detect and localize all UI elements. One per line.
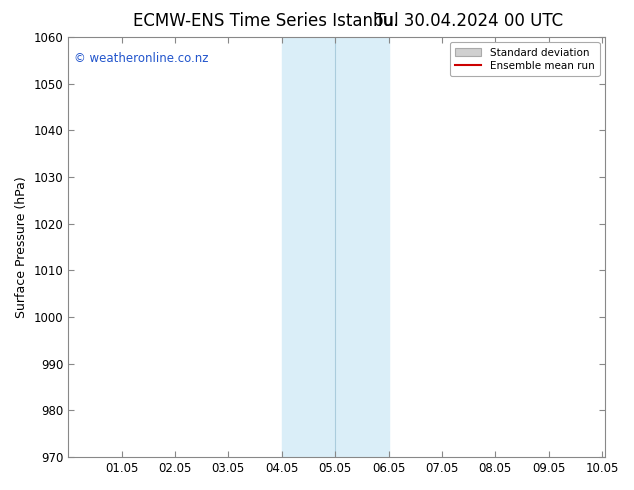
Text: © weatheronline.co.nz: © weatheronline.co.nz [74,52,208,65]
Legend: Standard deviation, Ensemble mean run: Standard deviation, Ensemble mean run [450,42,600,76]
Text: ECMW-ENS Time Series Istanbul: ECMW-ENS Time Series Istanbul [134,12,399,30]
Y-axis label: Surface Pressure (hPa): Surface Pressure (hPa) [15,176,28,318]
Text: Tu. 30.04.2024 00 UTC: Tu. 30.04.2024 00 UTC [375,12,563,30]
Bar [281,37,389,457]
